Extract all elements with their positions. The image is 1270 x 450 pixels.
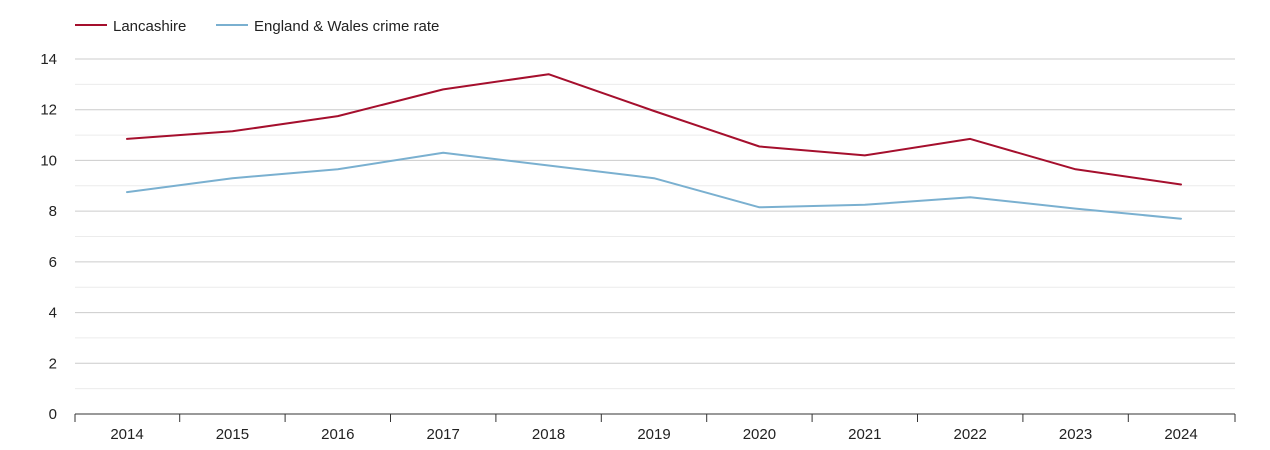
x-tick-label: 2016 xyxy=(321,426,354,443)
data-point[interactable] xyxy=(439,85,447,93)
data-point[interactable] xyxy=(334,112,342,120)
x-tick-label: 2019 xyxy=(637,426,670,443)
data-point[interactable] xyxy=(439,149,447,157)
y-tick-label: 0 xyxy=(49,406,57,423)
x-tick-label: 2018 xyxy=(532,426,565,443)
data-point[interactable] xyxy=(650,174,658,182)
data-point[interactable] xyxy=(966,135,974,143)
data-point[interactable] xyxy=(755,203,763,211)
data-point[interactable] xyxy=(228,174,236,182)
data-point[interactable] xyxy=(861,151,869,159)
data-point[interactable] xyxy=(650,107,658,115)
y-tick-label: 10 xyxy=(40,152,57,169)
x-tick-label: 2014 xyxy=(110,426,143,443)
x-tick-label: 2022 xyxy=(954,426,987,443)
data-point[interactable] xyxy=(123,135,131,143)
y-tick-label: 14 xyxy=(40,51,57,68)
y-tick-label: 12 xyxy=(40,102,57,119)
y-tick-label: 2 xyxy=(49,355,57,372)
data-point[interactable] xyxy=(1072,165,1080,173)
data-point[interactable] xyxy=(1072,205,1080,213)
y-tick-label: 4 xyxy=(49,305,57,322)
legend: Lancashire England & Wales crime rate xyxy=(75,18,439,35)
y-axis: 0 2 4 6 8 10 12 14 xyxy=(40,51,57,423)
data-point[interactable] xyxy=(1177,215,1185,223)
data-point[interactable] xyxy=(861,201,869,209)
legend-label-england-wales: England & Wales crime rate xyxy=(254,18,439,35)
y-tick-label: 6 xyxy=(49,254,57,271)
y-tick-label: 8 xyxy=(49,203,57,220)
x-tick-label: 2017 xyxy=(427,426,460,443)
x-tick-label: 2023 xyxy=(1059,426,1092,443)
data-point[interactable] xyxy=(545,162,553,170)
data-point[interactable] xyxy=(966,193,974,201)
grid xyxy=(75,58,1235,390)
data-point[interactable] xyxy=(228,127,236,135)
data-point[interactable] xyxy=(123,188,131,196)
series-layer xyxy=(123,70,1185,223)
data-point[interactable] xyxy=(1177,181,1185,189)
series-line-lancashire[interactable] xyxy=(126,73,1182,186)
x-tick-label: 2015 xyxy=(216,426,249,443)
data-point[interactable] xyxy=(334,165,342,173)
data-point[interactable] xyxy=(755,142,763,150)
legend-item-lancashire[interactable]: Lancashire xyxy=(75,18,186,35)
data-point[interactable] xyxy=(545,70,553,78)
legend-label-lancashire: Lancashire xyxy=(113,18,186,35)
x-axis: 2014 2015 2016 2017 2018 2019 2020 2021 2022 2023… xyxy=(74,413,1236,443)
x-tick-label: 2024 xyxy=(1164,426,1197,443)
x-tick-label: 2020 xyxy=(743,426,776,443)
series-line-england-wales[interactable] xyxy=(126,151,1182,220)
x-tick-label: 2021 xyxy=(848,426,881,443)
legend-item-england-wales[interactable]: England & Wales crime rate xyxy=(216,18,439,35)
